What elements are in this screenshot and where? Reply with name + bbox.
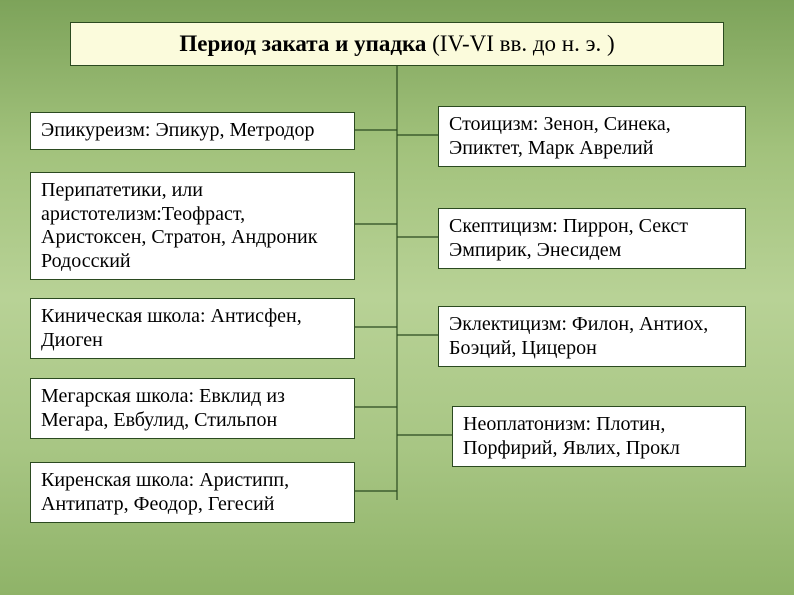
title-box: Период заката и упадка (IV-VI вв. до н. …	[70, 22, 724, 66]
box-text: Эпикуреизм: Эпикур, Метродор	[41, 119, 314, 141]
box-megarian: Мегарская школа: Евклид из Мегара, Евбул…	[30, 378, 355, 439]
box-text: Неоплатонизм: Плотин, Порфирий, Явлих, П…	[463, 413, 680, 459]
box-text: Стоицизм: Зенон, Синека, Эпиктет, Марк А…	[449, 113, 671, 159]
box-text: Киническая школа: Антисфен, Диоген	[41, 305, 302, 351]
box-text: Перипатетики, или аристотелизм:Теофраст,…	[41, 179, 317, 272]
title-rest: (IV-VI вв. до н. э. )	[426, 31, 614, 56]
box-epicureanism: Эпикуреизм: Эпикур, Метродор	[30, 112, 355, 150]
box-text: Эклектицизм: Филон, Антиох, Боэций, Цице…	[449, 313, 708, 359]
title-text: Период заката и упадка (IV-VI вв. до н. …	[179, 31, 614, 57]
box-eclecticism: Эклектицизм: Филон, Антиох, Боэций, Цице…	[438, 306, 746, 367]
box-text: Скептицизм: Пиррон, Секст Эмпирик, Энеси…	[449, 215, 688, 261]
box-cyrenaic: Киренская школа: Аристипп, Антипатр, Фео…	[30, 462, 355, 523]
box-neoplatonism: Неоплатонизм: Плотин, Порфирий, Явлих, П…	[452, 406, 746, 467]
box-stoicism: Стоицизм: Зенон, Синека, Эпиктет, Марк А…	[438, 106, 746, 167]
title-bold: Период заката и упадка	[179, 31, 426, 56]
box-text: Киренская школа: Аристипп, Антипатр, Фео…	[41, 469, 289, 515]
box-text: Мегарская школа: Евклид из Мегара, Евбул…	[41, 385, 285, 431]
box-cynics: Киническая школа: Антисфен, Диоген	[30, 298, 355, 359]
box-skepticism: Скептицизм: Пиррон, Секст Эмпирик, Энеси…	[438, 208, 746, 269]
box-peripatetics: Перипатетики, или аристотелизм:Теофраст,…	[30, 172, 355, 280]
